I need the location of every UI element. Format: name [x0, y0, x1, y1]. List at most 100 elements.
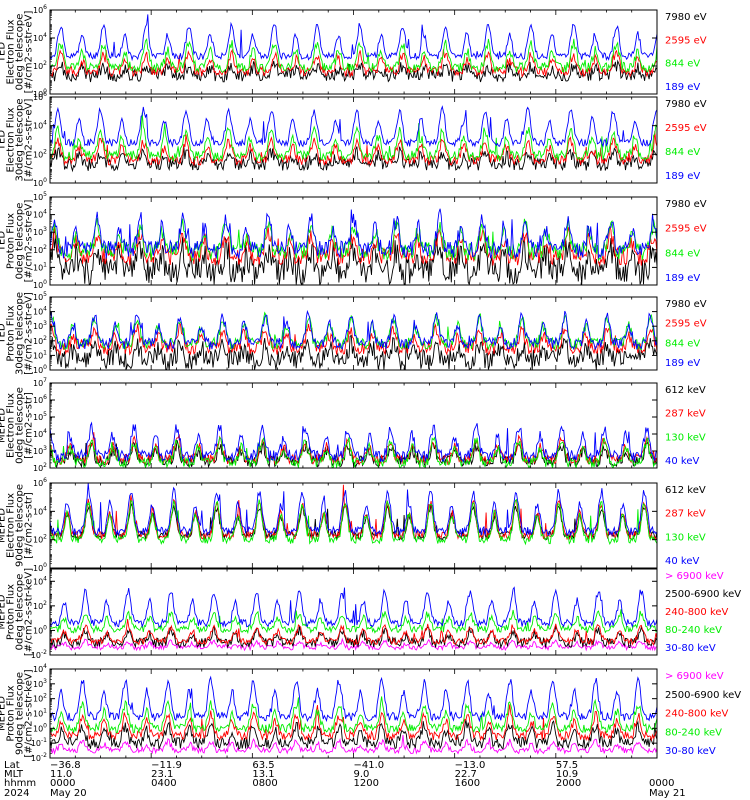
y-tick-label: 101: [33, 349, 47, 360]
footer-row-label: MLT: [4, 769, 24, 780]
y-tick-label: 100: [33, 177, 47, 188]
footer-lat-value: −41.0: [354, 760, 385, 771]
footer-lat-value: 57.5: [556, 760, 578, 771]
series-line-130-kev: [50, 498, 657, 546]
legend-entry: 189 eV: [665, 358, 700, 369]
series-line-844-ev: [50, 37, 657, 74]
panel-frame: [49, 482, 658, 569]
footer-hhmm-value: 0800: [252, 778, 277, 789]
y-tick-label: 103: [33, 320, 47, 331]
series-line-40-kev: [50, 483, 657, 537]
y-tick-label: 100: [33, 722, 47, 733]
y-tick-label: 102: [33, 462, 47, 473]
y-tick-label: 102: [33, 534, 47, 545]
legend-entry: 7980 eV: [665, 199, 707, 210]
legend-entry: 844 eV: [665, 147, 700, 158]
footer-hhmm-value: 0000: [649, 778, 674, 789]
series-line-189-ev: [50, 14, 657, 62]
footer-lat-value: −11.9: [151, 760, 182, 771]
legend-entry: 30-80 keV: [665, 643, 716, 654]
legend-entry: 7980 eV: [665, 99, 707, 110]
legend-entry: 189 eV: [665, 171, 700, 182]
series-line-130-kev: [50, 436, 657, 468]
legend-entry: 80-240 keV: [665, 625, 722, 636]
y-tick-label: 10-2: [31, 752, 47, 763]
y-tick-label: 104: [33, 306, 47, 317]
series-line-189-ev: [50, 208, 657, 260]
series-line-7980-ev: [50, 59, 657, 83]
legend-entry: 2595 eV: [665, 35, 707, 46]
footer-date-value: May 21: [649, 788, 686, 799]
legend-entry: 2595 eV: [665, 123, 707, 134]
y-tick-label: 105: [33, 191, 47, 202]
footer-row-label: 2024: [4, 788, 29, 799]
y-tick-label: 100: [33, 624, 47, 635]
series-line-2595-ev: [50, 130, 657, 167]
legend-entry: 612 keV: [665, 385, 706, 396]
footer-lat-value: 63.5: [252, 760, 274, 771]
legend-entry: 240-800 keV: [665, 709, 729, 720]
legend-entry: 30-80 keV: [665, 746, 716, 757]
footer-hhmm-value: 0400: [151, 778, 176, 789]
y-axis-label: TEDProton Flux30deg telescope[#/cm2-s-st…: [0, 292, 35, 375]
y-tick-label: 105: [33, 411, 47, 422]
footer-hhmm-value: 0000: [50, 778, 75, 789]
legend-entry: 130 keV: [665, 532, 706, 543]
legend-entry: 40 keV: [665, 556, 699, 567]
legend-entry: 189 eV: [665, 273, 700, 284]
series-line-240-800-kev: [50, 704, 657, 742]
y-axis-label: MEPEDElectron Flux90deg telescope[#/cm2-…: [0, 484, 35, 567]
y-tick-label: 103: [33, 445, 47, 456]
series-line-80-240-kev: [50, 696, 657, 734]
y-axis-label: MEPEDProton Flux90deg telescope[#/cm2-s-…: [0, 669, 35, 757]
legend-entry: 7980 eV: [665, 299, 707, 310]
y-tick-label: 102: [33, 693, 47, 704]
footer-mlt-value: 13.1: [252, 769, 274, 780]
y-tick-label: 104: [33, 120, 47, 131]
series-line-30-80-kev: [50, 586, 657, 629]
legend-entry: 7980 eV: [665, 12, 707, 23]
series-line--6900-kev: [50, 637, 657, 652]
y-tick-label: 104: [33, 663, 47, 674]
footer-row-label: Lat: [4, 760, 20, 771]
y-tick-label: 105: [33, 291, 47, 302]
y-tick-label: 106: [33, 477, 47, 488]
series-line-844-ev: [50, 217, 657, 262]
y-tick-label: 103: [33, 226, 47, 237]
y-tick-label: 100: [33, 364, 47, 375]
series-line-80-240-kev: [50, 609, 657, 635]
legend-entry: 240-800 keV: [665, 607, 729, 618]
y-tick-label: 100: [33, 562, 47, 573]
y-tick-label: 106: [33, 4, 47, 15]
y-axis-label: MEPEDElectron Flux0deg telescope[#/cm2-s…: [0, 387, 35, 464]
footer-mlt-value: 23.1: [151, 769, 173, 780]
footer-hhmm-value: 1200: [354, 778, 379, 789]
y-tick-label: 107: [33, 377, 47, 388]
y-tick-label: 102: [33, 600, 47, 611]
legend-entry: 844 eV: [665, 59, 700, 70]
footer-lat-value: −13.0: [455, 760, 486, 771]
footer-mlt-value: 22.7: [455, 769, 477, 780]
y-tick-label: 104: [33, 209, 47, 220]
y-axis-label: TEDProton Flux0deg telescope[#/cm2-s-str…: [0, 200, 35, 283]
y-tick-label: 106: [33, 91, 47, 102]
y-tick-label: 106: [33, 394, 47, 405]
series-line-2500-6900-kev: [50, 719, 657, 751]
series-line-7980-ev: [50, 231, 657, 285]
series-line-40-kev: [50, 421, 657, 464]
y-tick-label: 100: [33, 88, 47, 99]
y-tick-label: 10-2: [31, 649, 47, 660]
footer-hhmm-value: 1600: [455, 778, 480, 789]
series-line-30-80-kev: [50, 675, 657, 723]
footer-mlt-value: 9.0: [354, 769, 370, 780]
series-line-189-ev: [50, 105, 657, 148]
series-line-2500-6900-kev: [50, 625, 657, 649]
legend-entry: 844 eV: [665, 248, 700, 259]
